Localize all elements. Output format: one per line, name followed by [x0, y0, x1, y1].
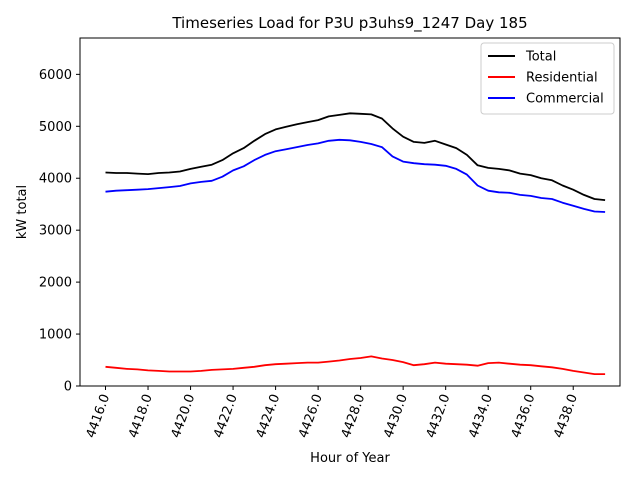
chart-title: Timeseries Load for P3U p3uhs9_1247 Day …	[171, 14, 527, 33]
y-tick-label: 1000	[39, 328, 72, 343]
x-axis-label: Hour of Year	[310, 451, 390, 466]
legend: Total Residential Commercial	[480, 42, 615, 115]
legend-box	[480, 42, 615, 115]
y-axis-label: kW total	[15, 185, 30, 239]
legend-label-commercial: Commercial	[526, 92, 604, 107]
y-tick-label: 0	[64, 380, 72, 395]
y-tick-label: 2000	[39, 276, 72, 291]
axes-frame	[79, 37, 621, 387]
y-tick-label: 6000	[39, 68, 72, 83]
legend-label-total: Total	[525, 50, 556, 65]
plot-area	[79, 37, 621, 387]
series-line-total	[105, 112, 606, 201]
series-line-commercial	[105, 138, 606, 213]
y-axis: 0 1000 2000 3000 4000 5000 6000	[39, 68, 80, 395]
y-tick-label: 4000	[39, 172, 72, 187]
y-tick-label: 3000	[39, 224, 72, 239]
y-tick-label: 5000	[39, 120, 72, 135]
series-line-residential	[105, 355, 606, 376]
legend-label-residential: Residential	[526, 71, 598, 86]
